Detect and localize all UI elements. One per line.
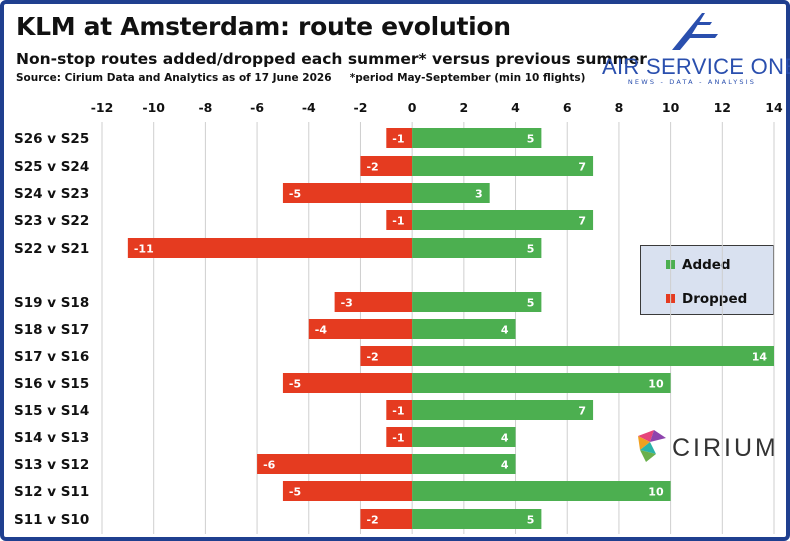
bar-added bbox=[412, 319, 516, 339]
bar-dropped-label: -1 bbox=[392, 432, 404, 445]
chart-title: KLM at Amsterdam: route evolution bbox=[16, 12, 511, 41]
brand-tagline: NEWS - DATA - ANALYSIS bbox=[627, 78, 757, 86]
bar-dropped bbox=[127, 238, 413, 258]
bar-dropped bbox=[334, 292, 413, 312]
x-tick-label: -2 bbox=[354, 100, 368, 115]
bar-dropped-label: -5 bbox=[289, 378, 301, 391]
bar-dropped-label: -5 bbox=[289, 188, 301, 201]
bar-dropped bbox=[282, 481, 413, 501]
bar-dropped bbox=[282, 183, 413, 203]
bar-dropped-label: -6 bbox=[263, 459, 276, 472]
x-tick-label: 10 bbox=[662, 100, 680, 115]
bar-added bbox=[412, 183, 490, 203]
category-label: S17 v S16 bbox=[14, 349, 89, 365]
bar-added-label: 4 bbox=[501, 324, 509, 337]
bar-added bbox=[412, 128, 542, 148]
bar-dropped bbox=[360, 509, 413, 529]
bar-dropped-label: -3 bbox=[341, 297, 353, 310]
x-tick-label: 8 bbox=[615, 100, 624, 115]
bar-added bbox=[412, 238, 542, 258]
bar-dropped-label: -1 bbox=[392, 133, 404, 146]
bar-dropped bbox=[360, 346, 413, 366]
air-service-one-logo: AIR SERVICE ONE NEWS - DATA - ANALYSIS bbox=[602, 10, 790, 90]
legend-label-added: Added bbox=[682, 257, 731, 273]
bar-added bbox=[412, 373, 671, 393]
x-tick-label: -10 bbox=[142, 100, 165, 115]
bar-dropped bbox=[282, 373, 413, 393]
bar-added-label: 10 bbox=[648, 486, 664, 499]
bar-added-label: 3 bbox=[475, 188, 483, 201]
category-label: S12 v S11 bbox=[14, 484, 89, 500]
chart-legend: Added Dropped bbox=[640, 245, 774, 315]
x-tick-label: 2 bbox=[459, 100, 468, 115]
bar-dropped-label: -2 bbox=[366, 514, 378, 527]
bar-added-label: 14 bbox=[752, 351, 768, 364]
bar-added-label: 7 bbox=[578, 215, 586, 228]
bar-added bbox=[412, 292, 542, 312]
x-tick-label: 4 bbox=[511, 100, 520, 115]
cirium-logo: CIRIUM bbox=[636, 424, 776, 468]
bar-added-label: 7 bbox=[578, 405, 586, 418]
bar-added bbox=[412, 454, 516, 474]
category-label: S25 v S24 bbox=[14, 159, 89, 175]
x-tick-label: -4 bbox=[302, 100, 316, 115]
bar-dropped bbox=[386, 427, 413, 447]
category-label: S16 v S15 bbox=[14, 376, 89, 392]
bar-dropped-label: -2 bbox=[366, 161, 378, 174]
cirium-name: CIRIUM bbox=[672, 434, 779, 462]
bar-added bbox=[412, 400, 594, 420]
x-tick-label: -12 bbox=[91, 100, 114, 115]
bar-added bbox=[412, 346, 774, 366]
category-label: S19 v S18 bbox=[14, 295, 89, 311]
bar-added bbox=[412, 509, 542, 529]
bar-added-label: 5 bbox=[527, 133, 535, 146]
bar-dropped bbox=[386, 128, 413, 148]
x-tick-label: 12 bbox=[714, 100, 731, 115]
plane-logo-icon bbox=[672, 13, 718, 50]
category-label: S26 v S25 bbox=[14, 131, 89, 147]
bar-added bbox=[412, 481, 671, 501]
category-label: S23 v S22 bbox=[14, 213, 89, 229]
bar-dropped bbox=[257, 454, 413, 474]
cirium-mark-icon bbox=[638, 430, 666, 462]
bar-dropped bbox=[386, 210, 413, 230]
source-note: Source: Cirium Data and Analytics as of … bbox=[16, 72, 586, 84]
x-tick-label: 0 bbox=[408, 100, 417, 115]
category-label: S11 v S10 bbox=[14, 512, 89, 528]
bar-added-label: 5 bbox=[527, 297, 535, 310]
bar-added-label: 7 bbox=[578, 161, 586, 174]
brand-name: AIR SERVICE ONE bbox=[602, 54, 790, 79]
category-label: S18 v S17 bbox=[14, 322, 89, 338]
x-tick-label: -8 bbox=[198, 100, 212, 115]
x-tick-label: -6 bbox=[250, 100, 264, 115]
bar-added bbox=[412, 210, 594, 230]
x-tick-label: 6 bbox=[563, 100, 572, 115]
bar-added-label: 5 bbox=[527, 514, 535, 527]
bar-dropped-label: -1 bbox=[392, 405, 404, 418]
category-label: S22 v S21 bbox=[14, 241, 89, 257]
bar-added-label: 4 bbox=[501, 432, 509, 445]
bar-dropped-label: -11 bbox=[134, 243, 154, 256]
bar-added bbox=[412, 427, 516, 447]
category-label: S15 v S14 bbox=[14, 403, 89, 419]
bar-dropped bbox=[308, 319, 413, 339]
bar-added-label: 10 bbox=[648, 378, 664, 391]
bar-dropped-label: -4 bbox=[315, 324, 328, 337]
bar-dropped-label: -2 bbox=[366, 351, 378, 364]
bar-added bbox=[412, 156, 594, 176]
bar-added-label: 4 bbox=[501, 459, 509, 472]
category-label: S13 v S12 bbox=[14, 457, 89, 473]
bar-dropped-label: -1 bbox=[392, 215, 404, 228]
chart-subtitle: Non-stop routes added/dropped each summe… bbox=[16, 50, 647, 68]
legend-label-dropped: Dropped bbox=[682, 291, 748, 307]
bar-dropped bbox=[386, 400, 413, 420]
x-tick-label: 14 bbox=[765, 100, 783, 115]
bar-dropped bbox=[360, 156, 413, 176]
category-label: S24 v S23 bbox=[14, 186, 89, 202]
bar-added-label: 5 bbox=[527, 243, 535, 256]
category-label: S14 v S13 bbox=[14, 430, 89, 446]
bar-dropped-label: -5 bbox=[289, 486, 301, 499]
